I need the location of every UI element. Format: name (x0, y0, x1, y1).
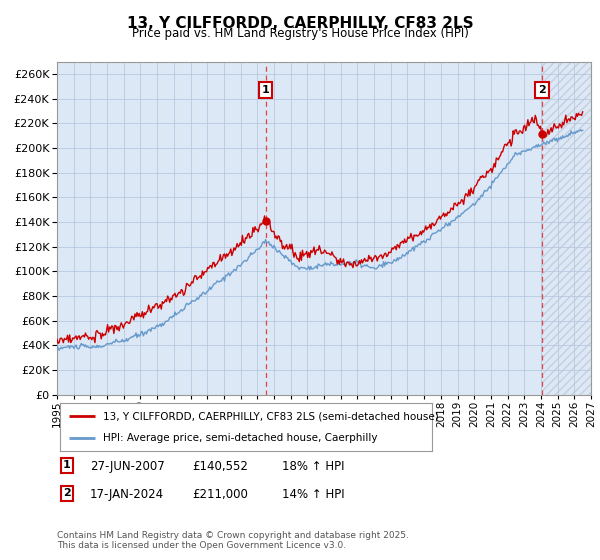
Bar (542, 62, 591, 395)
Text: HPI: Average price, semi-detached house, Caerphilly: HPI: Average price, semi-detached house,… (103, 433, 377, 443)
Text: 18% ↑ HPI: 18% ↑ HPI (282, 460, 344, 473)
Bar (542, 62, 591, 395)
Text: £140,552: £140,552 (192, 460, 248, 473)
Text: 1: 1 (63, 460, 71, 470)
Text: £211,000: £211,000 (192, 488, 248, 501)
Text: 14% ↑ HPI: 14% ↑ HPI (282, 488, 344, 501)
Text: 13, Y CILFFORDD, CAERPHILLY, CF83 2LS: 13, Y CILFFORDD, CAERPHILLY, CF83 2LS (127, 16, 473, 31)
Text: 13, Y CILFFORDD, CAERPHILLY, CF83 2LS (semi-detached house): 13, Y CILFFORDD, CAERPHILLY, CF83 2LS (s… (103, 411, 439, 421)
Text: 17-JAN-2024: 17-JAN-2024 (90, 488, 164, 501)
Text: 2: 2 (63, 488, 71, 498)
Text: 27-JUN-2007: 27-JUN-2007 (90, 460, 165, 473)
Text: 1: 1 (262, 85, 269, 95)
Text: Contains HM Land Registry data © Crown copyright and database right 2025.
This d: Contains HM Land Registry data © Crown c… (57, 531, 409, 550)
Text: 2: 2 (538, 85, 546, 95)
Text: Price paid vs. HM Land Registry's House Price Index (HPI): Price paid vs. HM Land Registry's House … (131, 27, 469, 40)
